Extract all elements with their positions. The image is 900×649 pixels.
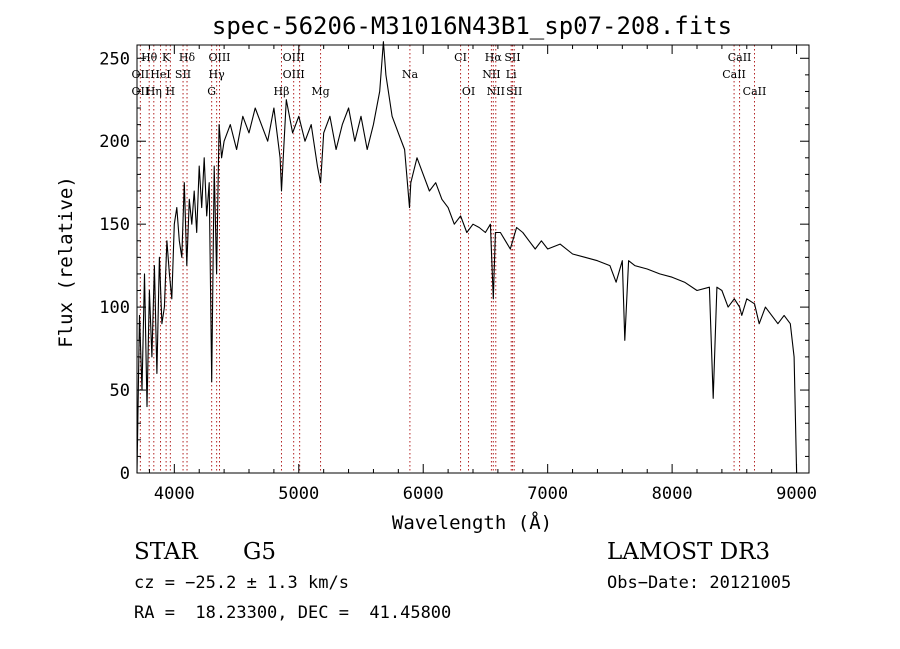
object-subclass: G5 [243, 539, 277, 565]
object-class: STAR [134, 539, 198, 565]
line-label: NII [482, 68, 500, 81]
line-label: CaII [728, 51, 752, 64]
line-label: G [207, 85, 216, 98]
redshift-velocity: cz = −25.2 ± 1.3 km/s [134, 573, 349, 593]
y-tick-label: 0 [120, 464, 130, 484]
line-label: CI [454, 51, 467, 64]
x-tick-label: 7000 [527, 484, 568, 504]
y-axis-label: Flux (relative) [55, 176, 77, 348]
y-tick-label: 100 [99, 298, 130, 318]
line-label: SII [506, 85, 522, 98]
line-label: SII [504, 51, 520, 64]
line-label: OIII [283, 68, 305, 81]
line-label: OIII [208, 51, 230, 64]
sky-coordinates: RA = 18.23300, DEC = 41.45800 [134, 603, 452, 623]
y-tick-label: 150 [99, 215, 130, 235]
y-tick-label: 200 [99, 132, 130, 152]
x-axis-label: Wavelength (Å) [392, 511, 552, 534]
line-label: OI [462, 85, 475, 98]
line-label: K [162, 51, 171, 64]
y-axis-ticks: 0 50 100 150 200 250 [99, 49, 809, 484]
line-label: CaII [743, 85, 767, 98]
plot-frame [136, 44, 810, 474]
x-axis-ticks: 4000 5000 6000 7000 8000 9000 [148, 45, 817, 504]
line-label: HeI [150, 68, 170, 81]
y-tick-label: 250 [99, 49, 130, 69]
line-label: H [166, 85, 176, 98]
line-label: Hβ [274, 85, 290, 98]
line-label: Hη [146, 85, 162, 98]
line-label: Hθ [141, 51, 158, 64]
x-tick-label: 5000 [278, 484, 319, 504]
line-label: Hδ [179, 51, 196, 64]
survey-name: LAMOST DR3 [607, 539, 771, 565]
x-tick-label: 4000 [154, 484, 195, 504]
spectrum-series-line [136, 41, 798, 474]
x-tick-label: 9000 [776, 484, 817, 504]
line-label: NII [487, 85, 505, 98]
line-label: Na [402, 68, 419, 81]
line-label: Mg [311, 85, 329, 98]
line-label: Hα [485, 51, 503, 64]
line-label: CaII [722, 68, 746, 81]
line-label: OIII [283, 51, 305, 64]
emission-line-markers [139, 45, 755, 473]
x-tick-label: 8000 [652, 484, 693, 504]
line-label: Li [506, 68, 517, 81]
chart-title: spec-56206-M31016N43B1_sp07-208.fits [212, 12, 732, 40]
observation-date: Obs−Date: 20121005 [607, 573, 792, 593]
y-tick-label: 50 [110, 381, 130, 401]
line-label: Hγ [209, 68, 226, 81]
line-label: SII [175, 68, 191, 81]
x-tick-label: 6000 [403, 484, 444, 504]
